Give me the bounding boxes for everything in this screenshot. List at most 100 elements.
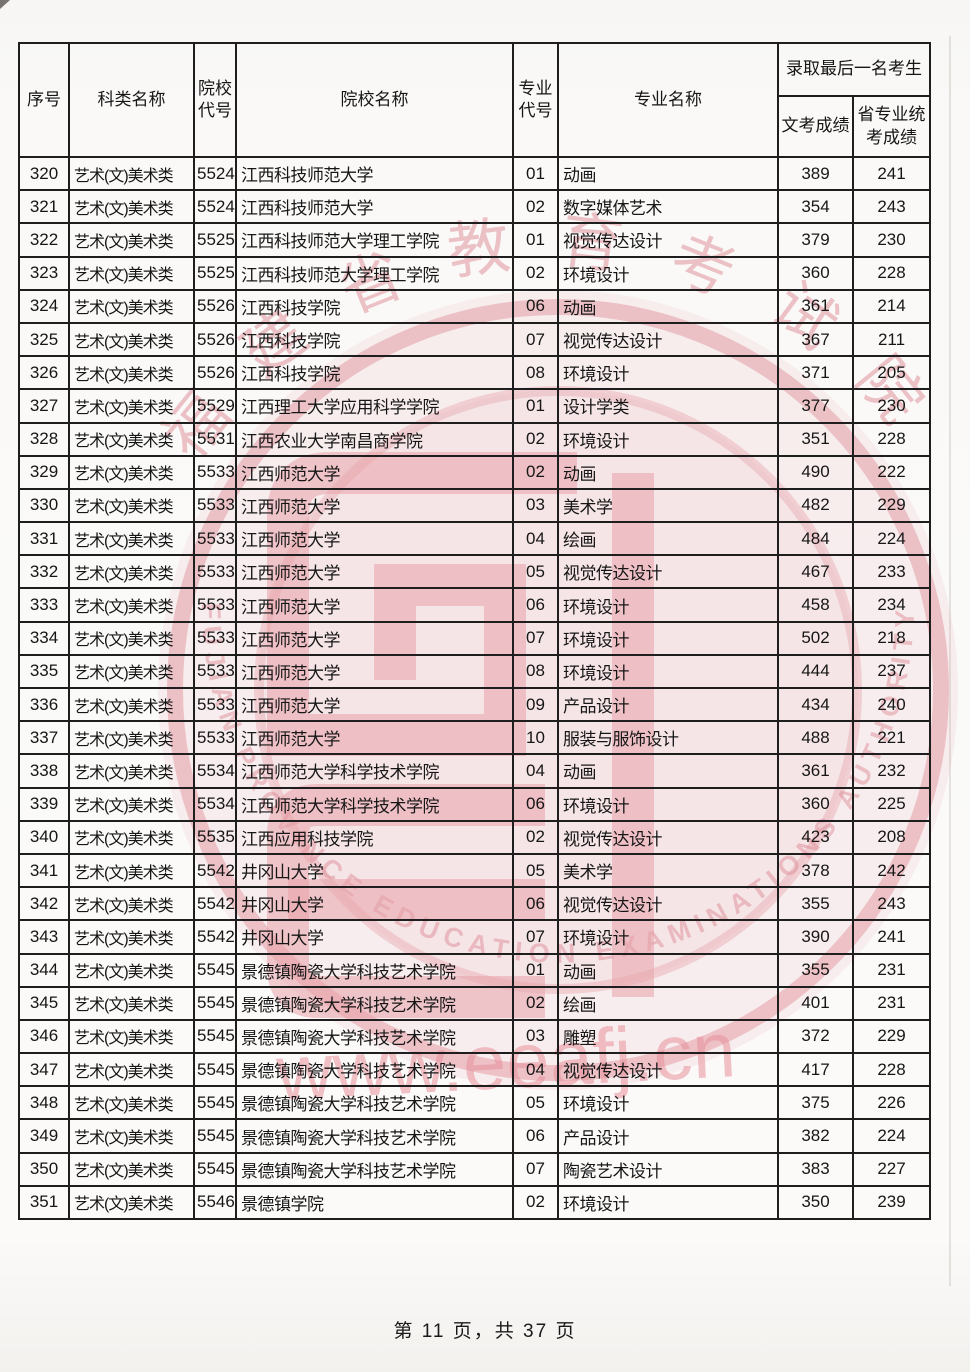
cell-provincial-score: 211 (852, 321, 931, 358)
cell-college-code: 5542 (193, 886, 237, 922)
cell-provincial-score: 222 (852, 454, 931, 490)
cell-provincial-score: 241 (852, 919, 931, 955)
cell-provincial-score: 218 (852, 620, 931, 656)
cell-category: 艺术(文)美术类 (68, 355, 195, 391)
cell-college-name: 景德镇陶瓷大学科技艺术学院 (235, 985, 514, 1021)
cell-seq: 346 (18, 1018, 70, 1055)
cell-provincial-score: 240 (852, 686, 931, 723)
cell-seq: 321 (18, 189, 70, 225)
cell-provincial-score: 232 (852, 753, 931, 789)
cell-wenkao-score: 390 (777, 919, 854, 955)
header-major-code: 专业代号 (512, 42, 559, 158)
cell-major-name: 环境设计 (557, 919, 779, 955)
cell-wenkao-score: 383 (777, 1151, 854, 1187)
table-row: 338 艺术(文)美术类 5534 江西师范大学科学技术学院 04 动画 361… (18, 753, 931, 789)
table-row: 322 艺术(文)美术类 5525 江西科技师范大学理工学院 01 视觉传达设计… (18, 222, 931, 258)
cell-category: 艺术(文)美术类 (68, 1184, 195, 1221)
table-row: 332 艺术(文)美术类 5533 江西师范大学 05 视觉传达设计 467 2… (18, 554, 931, 590)
cell-seq: 349 (18, 1118, 70, 1154)
cell-major-name: 动画 (557, 753, 779, 789)
cell-wenkao-score: 417 (777, 1052, 854, 1088)
cell-college-code: 5534 (193, 786, 237, 822)
cell-provincial-score: 221 (852, 720, 931, 756)
cell-category: 艺术(文)美术类 (68, 1018, 195, 1055)
table-row: 341 艺术(文)美术类 5542 井冈山大学 05 美术学 378 242 (18, 852, 931, 889)
cell-college-code: 5533 (193, 686, 237, 723)
cell-major-code: 02 (512, 985, 559, 1021)
header-college-code: 院校代号 (193, 42, 237, 158)
table-row: 349 艺术(文)美术类 5545 景德镇陶瓷大学科技艺术学院 06 产品设计 … (18, 1118, 931, 1154)
cell-major-name: 视觉传达设计 (557, 1052, 779, 1088)
cell-wenkao-score: 372 (777, 1018, 854, 1055)
cell-provincial-score: 231 (852, 952, 931, 988)
cell-major-code: 01 (512, 155, 559, 192)
cell-provincial-score: 241 (852, 155, 931, 192)
cell-major-name: 动画 (557, 288, 779, 324)
cell-major-code: 07 (512, 1151, 559, 1187)
cell-college-code: 5533 (193, 720, 237, 756)
page-number-footer: 第 11 页，共 37 页 (393, 1321, 577, 1342)
cell-college-code: 5545 (193, 1052, 237, 1088)
cell-wenkao-score: 379 (777, 222, 854, 258)
cell-provincial-score: 237 (852, 653, 931, 690)
cell-provincial-score: 230 (852, 388, 931, 424)
cell-seq: 344 (18, 952, 70, 988)
cell-college-name: 景德镇陶瓷大学科技艺术学院 (235, 1085, 514, 1121)
cell-major-code: 04 (512, 521, 559, 557)
cell-major-code: 06 (512, 288, 559, 324)
cell-seq: 329 (18, 454, 70, 490)
cell-major-name: 产品设计 (557, 1118, 779, 1154)
cell-college-name: 江西师范大学 (235, 720, 514, 756)
cell-major-name: 数字媒体艺术 (557, 189, 779, 225)
cell-major-name: 环境设计 (557, 587, 779, 623)
cell-category: 艺术(文)美术类 (68, 1052, 195, 1088)
cell-seq: 343 (18, 919, 70, 955)
cell-seq: 333 (18, 587, 70, 623)
cell-college-code: 5545 (193, 985, 237, 1021)
cell-seq: 350 (18, 1151, 70, 1187)
cell-major-name: 服装与服饰设计 (557, 720, 779, 756)
cell-major-code: 08 (512, 653, 559, 690)
cell-seq: 338 (18, 753, 70, 789)
cell-major-name: 绘画 (557, 985, 779, 1021)
cell-provincial-score: 230 (852, 222, 931, 258)
table-row: 350 艺术(文)美术类 5545 景德镇陶瓷大学科技艺术学院 07 陶瓷艺术设… (18, 1151, 931, 1187)
cell-major-code: 02 (512, 819, 559, 855)
cell-wenkao-score: 377 (777, 388, 854, 424)
cell-provincial-score: 224 (852, 1118, 931, 1154)
cell-major-code: 01 (512, 222, 559, 258)
cell-major-name: 产品设计 (557, 686, 779, 723)
cell-college-name: 江西农业大学南昌商学院 (235, 421, 514, 457)
header-wenkao-score: 文考成绩 (777, 95, 854, 158)
cell-major-code: 10 (512, 720, 559, 756)
cell-major-code: 07 (512, 620, 559, 656)
cell-seq: 328 (18, 421, 70, 457)
cell-category: 艺术(文)美术类 (68, 1151, 195, 1187)
cell-wenkao-score: 490 (777, 454, 854, 490)
table-row: 342 艺术(文)美术类 5542 井冈山大学 06 视觉传达设计 355 24… (18, 886, 931, 922)
cell-major-code: 06 (512, 1118, 559, 1154)
cell-major-name: 视觉传达设计 (557, 222, 779, 258)
cell-seq: 334 (18, 620, 70, 656)
cell-category: 艺术(文)美术类 (68, 587, 195, 623)
cell-major-code: 09 (512, 686, 559, 723)
cell-provincial-score: 243 (852, 886, 931, 922)
cell-college-code: 5534 (193, 753, 237, 789)
cell-category: 艺术(文)美术类 (68, 985, 195, 1021)
header-major-name: 专业名称 (557, 42, 779, 158)
table-header: 序号 科类名称 院校代号 院校名称 专业代号 专业名称 录取最后一名考生 文考成… (18, 42, 931, 158)
cell-major-code: 08 (512, 355, 559, 391)
cell-major-name: 动画 (557, 454, 779, 490)
table-row: 336 艺术(文)美术类 5533 江西师范大学 09 产品设计 434 240 (18, 686, 931, 723)
header-seq: 序号 (18, 42, 70, 158)
cell-wenkao-score: 378 (777, 852, 854, 889)
cell-college-name: 井冈山大学 (235, 852, 514, 889)
cell-college-name: 江西师范大学科学技术学院 (235, 786, 514, 822)
cell-college-name: 景德镇陶瓷大学科技艺术学院 (235, 1151, 514, 1187)
cell-seq: 331 (18, 521, 70, 557)
cell-college-name: 江西师范大学 (235, 454, 514, 490)
cell-wenkao-score: 367 (777, 321, 854, 358)
table-row: 320 艺术(文)美术类 5524 江西科技师范大学 01 动画 389 241 (18, 155, 931, 192)
cell-college-code: 5533 (193, 521, 237, 557)
